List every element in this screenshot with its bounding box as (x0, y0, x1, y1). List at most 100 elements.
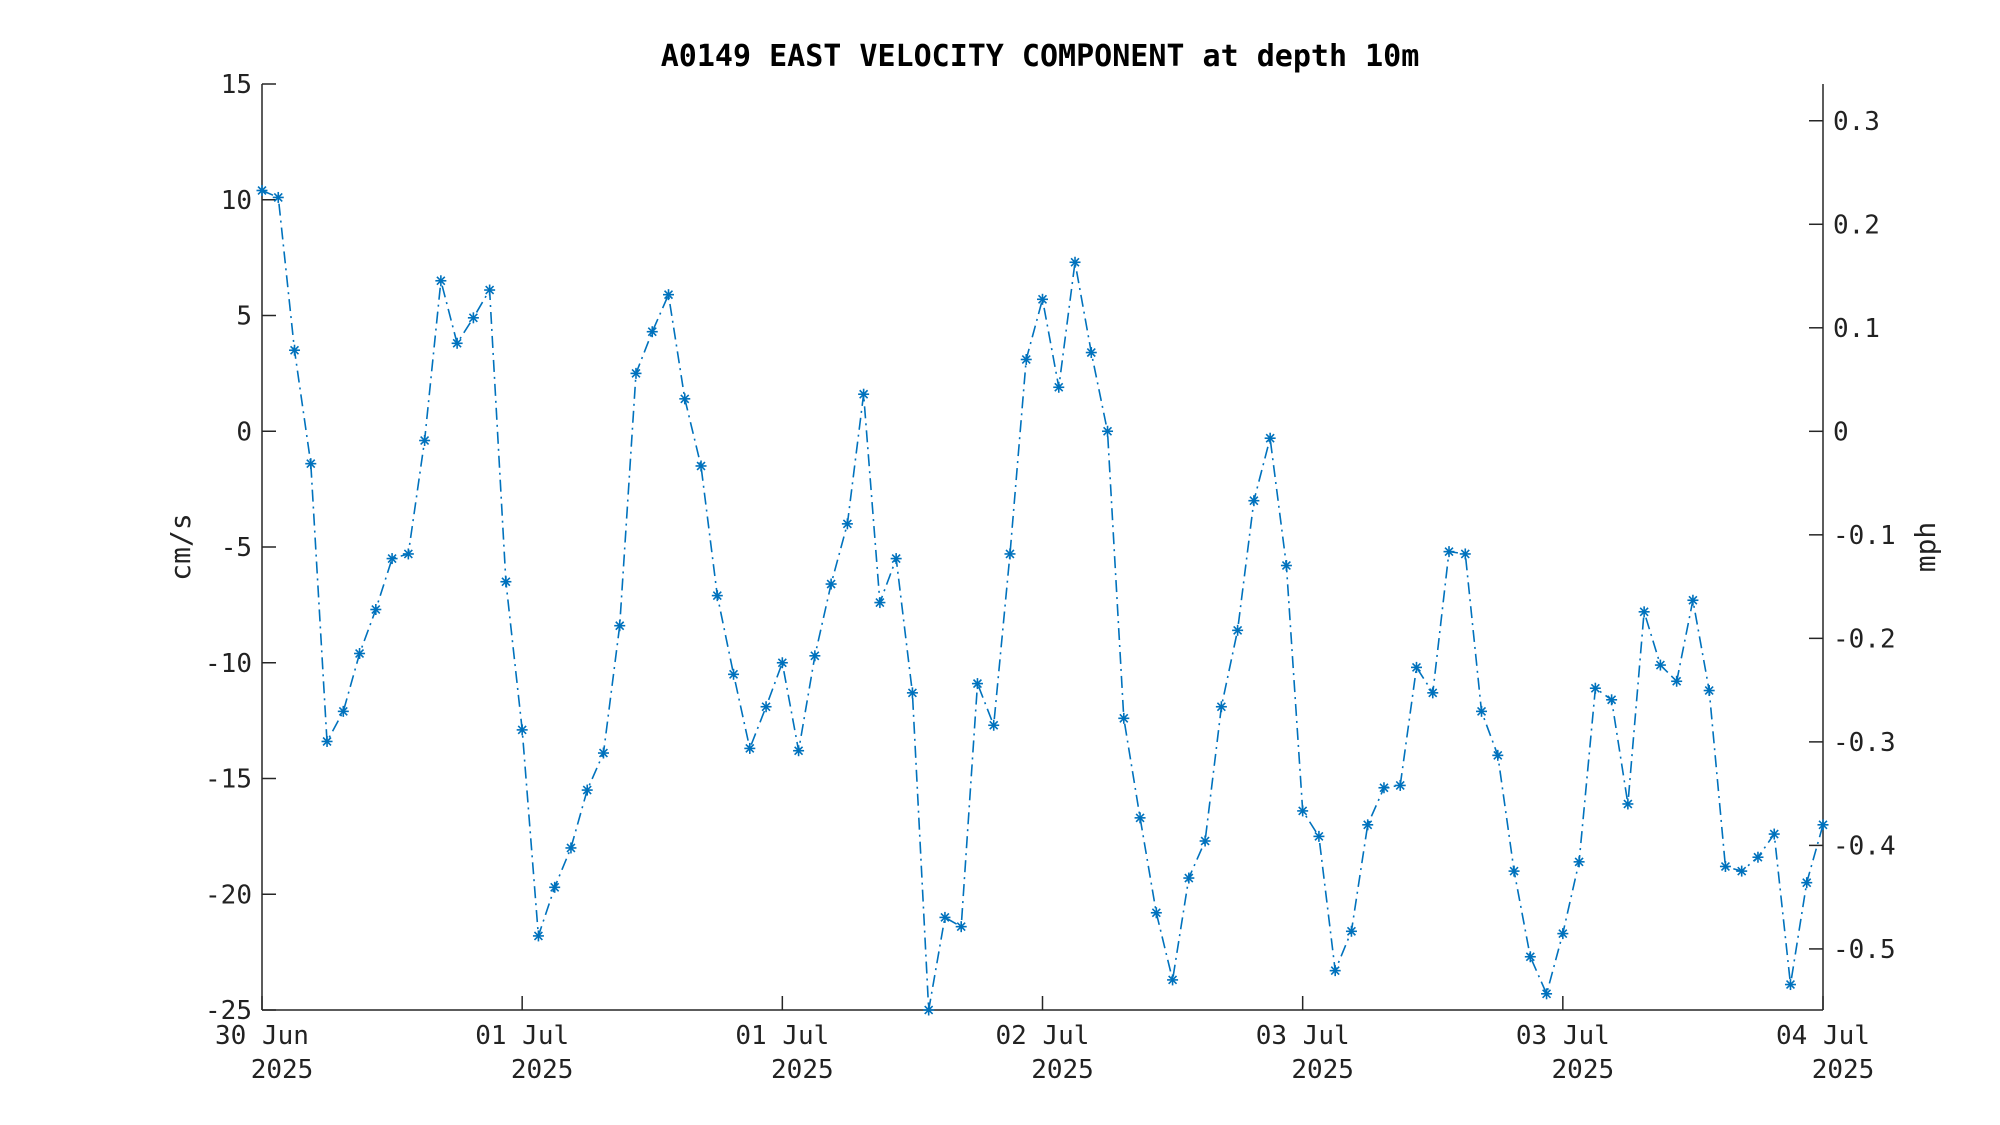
data-point (451, 337, 463, 349)
data-point (549, 881, 561, 893)
data-point (337, 705, 349, 717)
data-point (1069, 256, 1081, 268)
data-point (1167, 974, 1179, 986)
data-point (1459, 548, 1471, 560)
data-point (841, 518, 853, 530)
data-point (728, 668, 740, 680)
x-tick-label-date: 30 Jun (215, 1021, 309, 1051)
data-point (1248, 495, 1260, 507)
data-point (793, 745, 805, 757)
x-tick-label-date: 03 Jul (1516, 1021, 1610, 1051)
data-point (1118, 712, 1130, 724)
data-point (1232, 624, 1244, 636)
data-point (630, 367, 642, 379)
y-tick-label: -15 (205, 765, 252, 795)
data-point (1020, 353, 1032, 365)
data-point (256, 184, 268, 196)
y-tick-label: 15 (221, 70, 252, 100)
data-point (484, 284, 496, 296)
series-line (261, 189, 1824, 1011)
data-point (467, 312, 479, 324)
data-point (1085, 347, 1097, 359)
data-point (1378, 782, 1390, 794)
y-axis-label-left: cm/s (164, 513, 197, 580)
data-point (939, 911, 951, 923)
y-ticks-right: 0.3 0.2 0.1 0 -0.1 -0.2 -0.3 -0.4 -0.5 (1809, 107, 1896, 965)
y2-tick-label: -0.2 (1833, 624, 1896, 654)
data-point (1102, 425, 1114, 437)
data-point (565, 842, 577, 854)
data-point (1589, 682, 1601, 694)
x-tick-label-year: 2025 (1291, 1055, 1354, 1085)
chart-title: A0149 EAST VELOCITY COMPONENT at depth 1… (661, 39, 1420, 74)
data-point (419, 435, 431, 447)
data-point (988, 719, 1000, 731)
data-point (825, 578, 837, 590)
data-point (1622, 798, 1634, 810)
data-point (890, 553, 902, 565)
data-point (1817, 819, 1829, 831)
x-tick-label-date: 04 Jul (1776, 1021, 1870, 1051)
x-tick-label-year: 2025 (251, 1055, 314, 1085)
data-point (1768, 828, 1780, 840)
data-point (1801, 877, 1813, 889)
x-tick-label-year: 2025 (1812, 1055, 1875, 1085)
y2-tick-label: 0.2 (1833, 210, 1880, 240)
data-point (581, 784, 593, 796)
data-point (305, 458, 317, 470)
data-point (1736, 865, 1748, 877)
data-point (386, 553, 398, 565)
data-point (1443, 546, 1455, 558)
data-point (1410, 661, 1422, 673)
y-tick-label: 5 (236, 302, 252, 332)
data-point (1719, 860, 1731, 872)
y2-tick-label: -0.5 (1833, 935, 1896, 965)
data-point (1508, 865, 1520, 877)
data-point (1362, 819, 1374, 831)
data-point (1134, 812, 1146, 824)
data-point (1004, 548, 1016, 560)
data-point (971, 678, 983, 690)
data-point (1345, 925, 1357, 937)
data-point (1394, 779, 1406, 791)
data-point (874, 597, 886, 609)
data-point (1671, 675, 1683, 687)
y-tick-label: 10 (221, 186, 252, 216)
x-tick-label-year: 2025 (511, 1055, 574, 1085)
x-tick-label-year: 2025 (1031, 1055, 1094, 1085)
data-point (1476, 705, 1488, 717)
data-point (1264, 432, 1276, 444)
data-point (1492, 749, 1504, 761)
x-tick-label-year: 2025 (771, 1055, 834, 1085)
data-point (1199, 835, 1211, 847)
data-point (809, 650, 821, 662)
data-point (614, 620, 626, 632)
data-point (858, 388, 870, 400)
x-ticks: 30 Jun 2025 01 Jul 2025 01 Jul 2025 02 Jul 2025… (215, 996, 1874, 1085)
data-point (906, 687, 918, 699)
y2-tick-label: -0.4 (1833, 831, 1896, 861)
y-ticks-left: 15 10 5 0 -5 -10 -15 -20 -25 (205, 70, 276, 1026)
data-point (646, 326, 658, 338)
data-point (500, 576, 512, 588)
data-point (1215, 701, 1227, 713)
y-tick-label: -10 (205, 649, 252, 679)
data-point (695, 460, 707, 472)
data-point (532, 930, 544, 942)
y2-tick-label: -0.3 (1833, 728, 1896, 758)
data-point (744, 742, 756, 754)
data-point (1687, 594, 1699, 606)
y-tick-label: -20 (205, 880, 252, 910)
data-point (1573, 856, 1585, 868)
y2-tick-label: 0 (1833, 417, 1849, 447)
y-axis-label-right: mph (1909, 522, 1942, 573)
data-point (370, 604, 382, 616)
data-point (760, 701, 772, 713)
data-point (955, 921, 967, 933)
data-point (1752, 851, 1764, 863)
data-point (679, 393, 691, 405)
data-point (321, 735, 333, 747)
y2-tick-label: 0.1 (1833, 314, 1880, 344)
data-point (272, 191, 284, 203)
